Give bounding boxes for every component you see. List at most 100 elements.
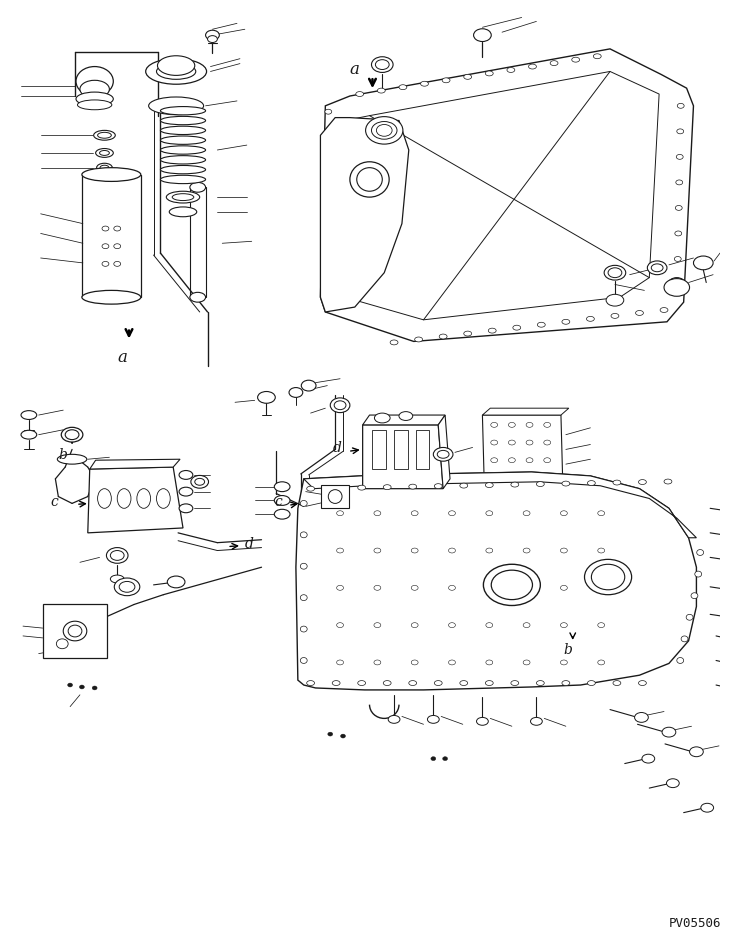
Ellipse shape [337, 512, 343, 516]
Ellipse shape [585, 560, 632, 595]
Ellipse shape [523, 548, 530, 553]
Ellipse shape [486, 623, 493, 628]
Ellipse shape [523, 660, 530, 666]
Ellipse shape [169, 208, 197, 217]
Ellipse shape [97, 133, 111, 139]
Ellipse shape [179, 488, 193, 497]
Text: b: b [59, 447, 67, 462]
Ellipse shape [80, 81, 109, 99]
Ellipse shape [63, 621, 87, 641]
Ellipse shape [523, 623, 530, 628]
Ellipse shape [697, 550, 703, 556]
Ellipse shape [21, 412, 37, 420]
Ellipse shape [160, 177, 206, 184]
Ellipse shape [431, 757, 436, 761]
Ellipse shape [100, 151, 109, 157]
Ellipse shape [166, 192, 200, 204]
Ellipse shape [21, 430, 37, 440]
Ellipse shape [586, 317, 594, 322]
Ellipse shape [76, 93, 113, 107]
Ellipse shape [411, 586, 418, 591]
Ellipse shape [486, 512, 493, 516]
Ellipse shape [511, 681, 519, 685]
Ellipse shape [82, 291, 141, 305]
Ellipse shape [61, 428, 83, 443]
Ellipse shape [137, 489, 151, 509]
Ellipse shape [537, 482, 545, 487]
Ellipse shape [114, 579, 140, 596]
Ellipse shape [561, 512, 567, 516]
Ellipse shape [68, 626, 82, 637]
Polygon shape [362, 415, 445, 426]
Polygon shape [482, 409, 569, 415]
Ellipse shape [374, 586, 381, 591]
Ellipse shape [411, 548, 418, 553]
Ellipse shape [598, 512, 605, 516]
Ellipse shape [160, 146, 206, 155]
Ellipse shape [160, 137, 206, 145]
Ellipse shape [102, 227, 109, 231]
Ellipse shape [65, 430, 79, 440]
Ellipse shape [289, 388, 303, 398]
Ellipse shape [408, 484, 417, 490]
Ellipse shape [113, 244, 121, 249]
Ellipse shape [160, 127, 206, 135]
Ellipse shape [328, 490, 342, 504]
Ellipse shape [477, 717, 488, 726]
Ellipse shape [97, 164, 112, 173]
Ellipse shape [191, 476, 209, 489]
Text: b: b [563, 642, 572, 656]
Ellipse shape [300, 627, 307, 632]
Ellipse shape [730, 684, 732, 694]
Ellipse shape [92, 686, 97, 690]
Ellipse shape [676, 206, 682, 211]
Ellipse shape [674, 283, 681, 288]
Ellipse shape [509, 458, 515, 464]
Ellipse shape [529, 65, 537, 70]
Ellipse shape [326, 180, 332, 186]
Ellipse shape [686, 615, 693, 620]
Ellipse shape [106, 548, 128, 564]
Ellipse shape [332, 681, 340, 685]
Bar [373, 430, 386, 469]
Text: PV05506: PV05506 [669, 916, 722, 929]
Ellipse shape [726, 507, 732, 516]
Ellipse shape [94, 131, 115, 141]
Polygon shape [296, 473, 696, 690]
Ellipse shape [561, 548, 567, 553]
Ellipse shape [598, 548, 605, 553]
Ellipse shape [337, 660, 343, 666]
Ellipse shape [562, 681, 569, 685]
Ellipse shape [300, 595, 307, 601]
Bar [416, 430, 430, 469]
Ellipse shape [160, 166, 206, 175]
Ellipse shape [274, 482, 290, 492]
Ellipse shape [544, 458, 550, 464]
Ellipse shape [509, 423, 515, 428]
Ellipse shape [613, 681, 621, 685]
Ellipse shape [421, 82, 428, 87]
Ellipse shape [82, 168, 141, 182]
Ellipse shape [172, 194, 194, 201]
Ellipse shape [490, 423, 498, 428]
Ellipse shape [356, 168, 382, 192]
Ellipse shape [113, 227, 121, 231]
Ellipse shape [695, 571, 702, 578]
Ellipse shape [507, 69, 515, 74]
Ellipse shape [591, 565, 624, 590]
Ellipse shape [443, 757, 447, 761]
Ellipse shape [677, 129, 684, 135]
Ellipse shape [157, 64, 195, 80]
Ellipse shape [526, 458, 533, 464]
Ellipse shape [647, 261, 667, 276]
Ellipse shape [664, 480, 672, 484]
Ellipse shape [635, 312, 643, 316]
Ellipse shape [726, 614, 732, 622]
Ellipse shape [258, 392, 275, 404]
Ellipse shape [374, 548, 381, 553]
Ellipse shape [190, 293, 206, 303]
Ellipse shape [608, 268, 621, 278]
Ellipse shape [356, 93, 364, 97]
Ellipse shape [693, 257, 713, 271]
Ellipse shape [111, 576, 124, 583]
